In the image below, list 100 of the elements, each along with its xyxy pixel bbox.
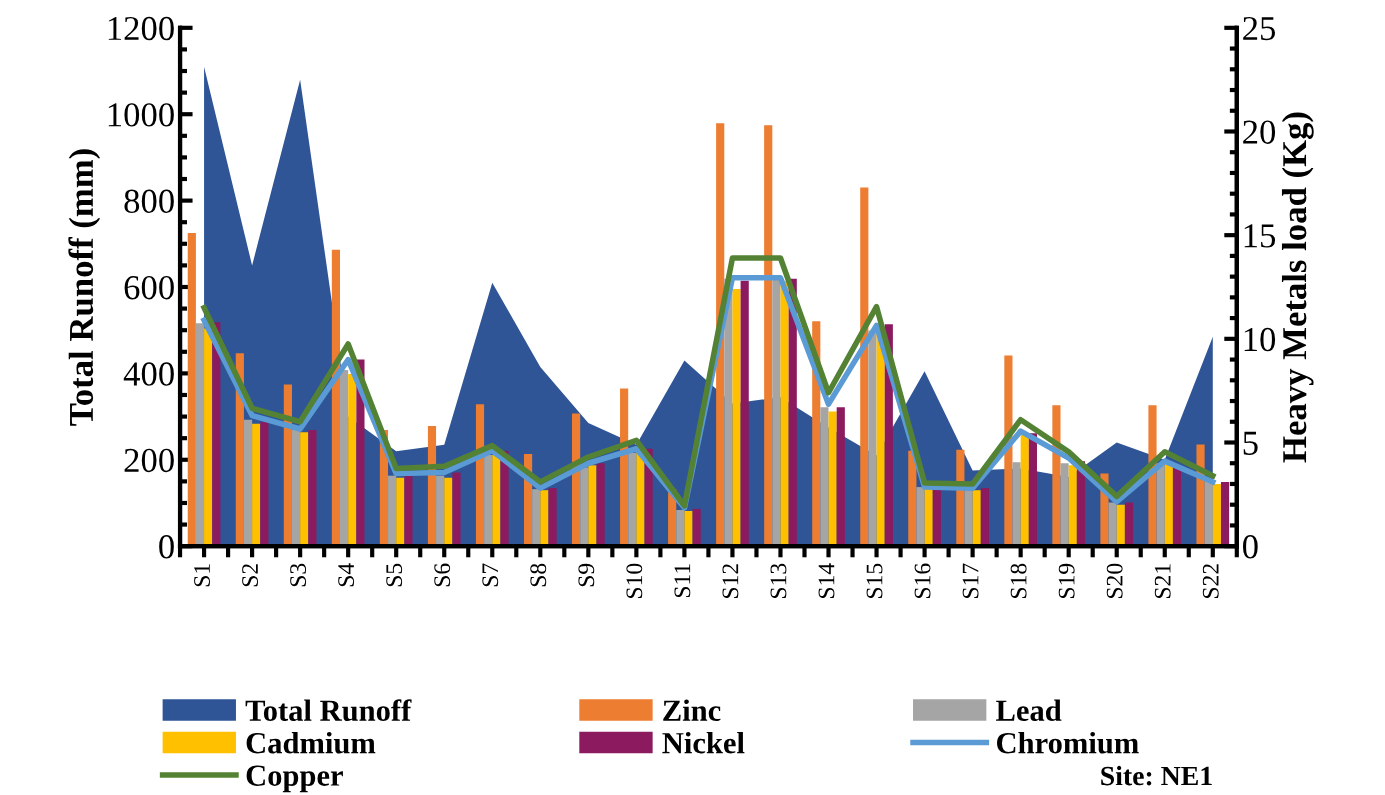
bar [676,509,685,547]
legend-label: Nickel [662,731,745,754]
bar [580,467,589,547]
y-tick-label: 1000 [108,103,174,127]
x-tick-label: S5 [386,563,403,587]
bar [1204,480,1213,547]
x-tick-label: S6 [434,563,451,587]
legend-label: Zinc [663,699,721,721]
bar [388,475,397,547]
bar [924,488,933,547]
bar [1028,433,1037,547]
x-tick-label: S9 [578,563,595,587]
bar [1124,502,1134,547]
bar [628,452,637,547]
bar [732,289,741,547]
x-tick-label: S7 [482,563,499,587]
bar [436,475,445,547]
y-tick-label: 600 [124,275,174,300]
y2-tick-label: 20 [1243,120,1276,144]
bar [636,450,645,547]
x-tick-label: S3 [290,563,307,587]
x-tick-label: S21 [1154,564,1171,598]
bar [916,487,925,547]
legend-label: Copper [246,765,343,793]
bar [868,330,877,547]
bar [1012,462,1021,547]
bar [204,328,213,547]
x-tick-label: S12 [722,564,739,598]
bar [331,249,340,547]
bar [484,454,493,547]
x-tick-label: S2 [242,564,259,587]
x-tick-label: S19 [1058,563,1075,598]
bar [1116,504,1125,547]
bar [348,374,357,547]
bar [684,510,693,547]
bar [764,125,773,547]
x-tick-label: S17 [962,563,979,598]
legend-label: Lead [996,699,1062,721]
x-tick-label: S13 [770,563,787,598]
x-tick-label: S1 [194,564,210,587]
bar [692,508,701,547]
x-tick-label: S8 [530,563,547,587]
bar [964,490,973,547]
x-tick-label: S22 [1202,564,1219,598]
text: Site: NE1 [1101,765,1212,786]
x-tick-label: S20 [1106,563,1123,598]
x-tick-label: S15 [866,563,883,598]
bar [452,472,461,547]
x-tick-label: S18 [1010,563,1027,598]
bar [396,477,405,547]
bar [260,421,269,547]
bar [283,384,292,547]
bar [1052,405,1061,547]
bar [828,411,837,547]
bar [1220,481,1230,547]
bar [404,475,413,547]
bar [1068,465,1077,547]
y-axis-title: Total Runoff (mm) [68,149,101,426]
bar [908,450,917,547]
x-tick-label: S16 [914,563,931,598]
bar [1164,463,1173,547]
bar [252,423,261,547]
bar [291,430,301,547]
legend-label: Cadmium [246,731,376,754]
bar [532,489,541,547]
bar [820,407,829,547]
y-tick-label: 800 [124,189,174,213]
y2-tick-label: 15 [1244,224,1276,248]
bar [1060,463,1069,547]
bar [548,488,557,547]
bar [195,323,205,547]
bar [300,432,309,547]
bar [243,419,253,547]
bar [836,407,845,547]
legend-label: Chromium [997,731,1139,754]
legend-label: Total Runoff [245,699,412,722]
bar [932,489,941,547]
bar [1156,463,1165,547]
bar [444,477,453,547]
y2-tick-label: 25 [1243,16,1276,41]
y2-tick-label: 0 [1242,535,1258,559]
bar [596,463,605,547]
y-tick-label: 1200 [108,16,174,41]
bar [492,454,501,547]
bar [772,278,781,547]
bar [540,490,549,547]
x-tick-label: S14 [818,563,835,598]
x-tick-label: S10 [626,563,643,598]
y2-tick-label: 5 [1243,431,1258,455]
bar [740,280,749,547]
x-tick-label: S11 [674,564,691,598]
bar [308,430,317,547]
bar [1172,465,1182,547]
bar [1212,483,1221,547]
bar [187,233,196,547]
bar [780,280,789,547]
bar [860,187,869,547]
x-tick-label: S4 [338,563,355,587]
y-tick-label: 0 [159,535,174,559]
bar [340,369,349,547]
